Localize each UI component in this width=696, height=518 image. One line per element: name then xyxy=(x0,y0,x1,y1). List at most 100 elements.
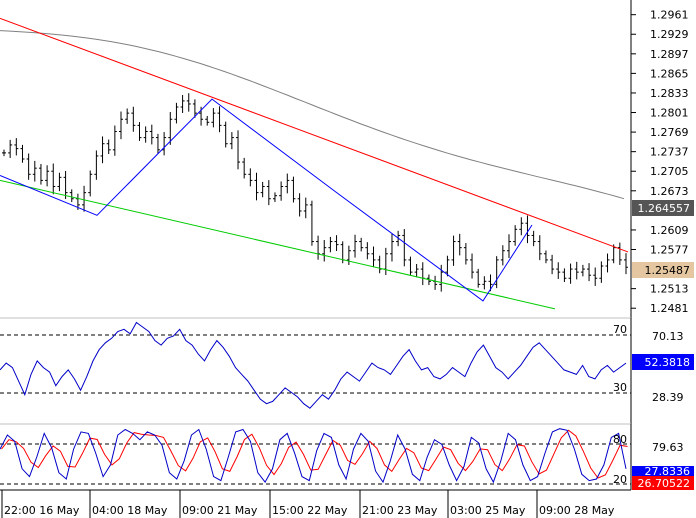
stoch-signal-value-label: 26.70522 xyxy=(638,477,691,490)
rsi-line xyxy=(0,321,627,409)
price-bar xyxy=(106,139,111,155)
price-bar xyxy=(556,262,561,279)
price-bar xyxy=(32,160,37,182)
price-bar xyxy=(69,189,74,203)
stoch-lower-level-label: 20 xyxy=(613,473,627,486)
price-bar xyxy=(525,215,530,244)
price-tick-label: 1.2609 xyxy=(650,224,689,237)
price-bar xyxy=(217,106,222,133)
price-bar xyxy=(420,262,425,286)
price-bar xyxy=(192,99,197,118)
price-bar xyxy=(543,250,548,264)
price-tick-label: 1.2865 xyxy=(650,67,689,80)
price-bar xyxy=(119,111,124,140)
rsi-value-tag: 52.3818 xyxy=(632,354,694,370)
price-bar xyxy=(82,185,87,212)
time-tick-label: 09:00 21 May xyxy=(182,504,258,517)
price-bar xyxy=(38,163,43,185)
stoch-top-label: 80 xyxy=(613,433,627,446)
price-bar xyxy=(506,234,511,258)
price-tick-label: 1.2737 xyxy=(650,146,689,159)
time-tick-label: 15:00 22 May xyxy=(272,504,348,517)
price-bar xyxy=(137,122,142,141)
price-bar xyxy=(316,235,321,260)
price-bar xyxy=(248,168,253,187)
price-bar xyxy=(272,192,277,203)
price-bars xyxy=(2,93,628,292)
price-tick-label: 1.2577 xyxy=(650,244,689,257)
price-bar xyxy=(377,255,382,274)
price-tick-label: 1.2929 xyxy=(650,28,689,41)
price-bar xyxy=(8,139,13,158)
price-bar xyxy=(624,253,628,275)
price-bar xyxy=(383,247,388,276)
price-bar xyxy=(285,173,290,194)
price-tick-label: 1.2673 xyxy=(650,185,689,198)
price-tick-label: 1.2769 xyxy=(650,126,689,139)
price-bar xyxy=(291,176,296,203)
price-bar xyxy=(63,170,68,200)
price-bar xyxy=(303,197,308,219)
price-bar xyxy=(205,115,210,126)
price-bar xyxy=(266,180,271,206)
price-bar xyxy=(260,181,265,198)
time-tick-label: 09:00 28 May xyxy=(539,504,615,517)
price-bar xyxy=(457,233,462,256)
price-bar xyxy=(51,163,56,195)
price-bar xyxy=(186,93,191,112)
zigzag-trend-line xyxy=(0,98,533,302)
price-bar xyxy=(371,246,376,268)
price-bar xyxy=(574,261,579,280)
price-bar xyxy=(433,275,438,290)
price-bar xyxy=(223,121,228,148)
price-bar xyxy=(162,132,167,156)
time-tick-label: 21:00 23 May xyxy=(362,504,438,517)
ma-value-tag: 1.264557 xyxy=(632,200,694,216)
time-tick-label: 03:00 25 May xyxy=(450,504,526,517)
price-tick-label: 1.2481 xyxy=(650,302,689,315)
price-bar xyxy=(605,253,610,273)
price-bar xyxy=(519,217,524,236)
time-tick-label: 04:00 18 May xyxy=(92,504,168,517)
channel-trend-line xyxy=(0,179,556,310)
price-bar xyxy=(155,133,160,154)
price-bar xyxy=(174,102,179,124)
stoch-upper-label: 79.63 xyxy=(652,441,684,454)
price-bar xyxy=(242,157,247,179)
rsi-panel: 70 70.13 30 28.39 52.3818 xyxy=(0,317,694,424)
price-bar xyxy=(309,200,314,246)
price-bar xyxy=(254,172,259,201)
price-bar xyxy=(389,233,394,262)
price-bar xyxy=(334,235,339,251)
price-bar xyxy=(112,125,117,156)
price-bar xyxy=(617,242,622,265)
price-bar xyxy=(45,165,50,187)
ma-value-label: 1.264557 xyxy=(638,202,691,215)
rsi-upper-label: 70.13 xyxy=(652,330,684,343)
price-bar xyxy=(365,242,370,260)
price-bar xyxy=(445,255,450,277)
price-tick-label: 1.2705 xyxy=(650,165,689,178)
rsi-top-label: 70 xyxy=(613,323,627,336)
price-bar xyxy=(513,225,518,246)
price-tick-labels: 1.2961 1.2929 1.2897 1.2865 1.2833 1.2801 1.27… xyxy=(631,9,689,315)
price-bar xyxy=(593,267,598,286)
stochastic-main-line xyxy=(0,428,627,484)
price-bar xyxy=(414,264,419,278)
price-bar xyxy=(229,132,234,150)
price-tick-label: 1.2961 xyxy=(650,9,689,22)
price-panel: 1.2961 1.2929 1.2897 1.2865 1.2833 1.2801 1.27… xyxy=(0,0,694,318)
price-bar xyxy=(346,245,351,265)
price-tick-label: 1.2513 xyxy=(650,283,689,296)
price-bar xyxy=(482,276,487,290)
price-bar xyxy=(562,268,567,282)
price-bar xyxy=(26,153,31,180)
stoch-main-tag: 27.8336 xyxy=(632,465,694,478)
price-bar xyxy=(322,239,327,262)
price-bar xyxy=(236,130,241,170)
rsi-value-label: 52.3818 xyxy=(645,356,691,369)
price-bar xyxy=(550,254,555,275)
stoch-signal-tag: 26.70522 xyxy=(632,476,694,490)
time-axis: 22:00 16 May 04:00 18 May 09:00 21 May 15:0… xyxy=(0,489,631,518)
price-bar xyxy=(476,268,481,288)
